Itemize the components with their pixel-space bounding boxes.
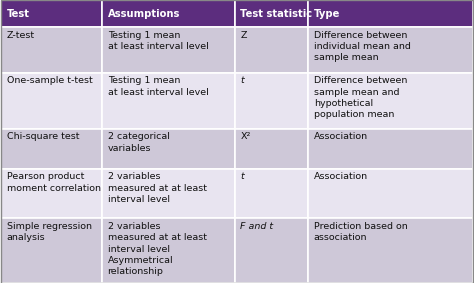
- Bar: [308, 129, 473, 169]
- Text: Difference between
individual mean and
sample mean: Difference between individual mean and s…: [314, 31, 410, 63]
- Text: Type: Type: [314, 8, 340, 19]
- Bar: [1, 169, 102, 218]
- Bar: [102, 0, 235, 27]
- Text: Assumptions: Assumptions: [108, 8, 180, 19]
- Text: Z-test: Z-test: [7, 31, 35, 40]
- Text: Test: Test: [7, 8, 30, 19]
- Text: Association: Association: [314, 132, 368, 141]
- Text: Test statistic: Test statistic: [240, 8, 312, 19]
- Text: t: t: [240, 172, 244, 181]
- Bar: [235, 129, 308, 169]
- Bar: [1, 73, 102, 129]
- Text: One-sample t-test: One-sample t-test: [7, 76, 92, 85]
- Text: Chi-square test: Chi-square test: [7, 132, 79, 141]
- Bar: [235, 73, 308, 129]
- Text: X²: X²: [240, 132, 251, 141]
- Bar: [235, 0, 308, 27]
- Bar: [102, 73, 235, 129]
- Bar: [102, 218, 235, 283]
- Bar: [308, 169, 473, 218]
- Bar: [1, 218, 102, 283]
- Bar: [308, 27, 473, 73]
- Bar: [308, 0, 473, 27]
- Bar: [102, 169, 235, 218]
- Bar: [1, 0, 102, 27]
- Text: Prediction based on
association: Prediction based on association: [314, 222, 408, 242]
- Bar: [235, 218, 308, 283]
- Bar: [102, 129, 235, 169]
- Bar: [235, 27, 308, 73]
- Bar: [308, 218, 473, 283]
- Text: 2 variables
measured at at least
interval level: 2 variables measured at at least interva…: [108, 172, 207, 204]
- Text: Pearson product
moment correlation: Pearson product moment correlation: [7, 172, 100, 193]
- Bar: [102, 27, 235, 73]
- Text: Simple regression
analysis: Simple regression analysis: [7, 222, 91, 242]
- Text: 2 categorical
variables: 2 categorical variables: [108, 132, 170, 153]
- Text: F and t: F and t: [240, 222, 273, 231]
- Bar: [1, 27, 102, 73]
- Bar: [235, 169, 308, 218]
- Text: 2 variables
measured at at least
interval level
Asymmetrical
relationship: 2 variables measured at at least interva…: [108, 222, 207, 276]
- Text: t: t: [240, 76, 244, 85]
- Bar: [1, 129, 102, 169]
- Text: Z: Z: [240, 31, 247, 40]
- Text: Testing 1 mean
at least interval level: Testing 1 mean at least interval level: [108, 31, 209, 51]
- Text: Association: Association: [314, 172, 368, 181]
- Text: Testing 1 mean
at least interval level: Testing 1 mean at least interval level: [108, 76, 209, 97]
- Bar: [308, 73, 473, 129]
- Text: Difference between
sample mean and
hypothetical
population mean: Difference between sample mean and hypot…: [314, 76, 407, 119]
